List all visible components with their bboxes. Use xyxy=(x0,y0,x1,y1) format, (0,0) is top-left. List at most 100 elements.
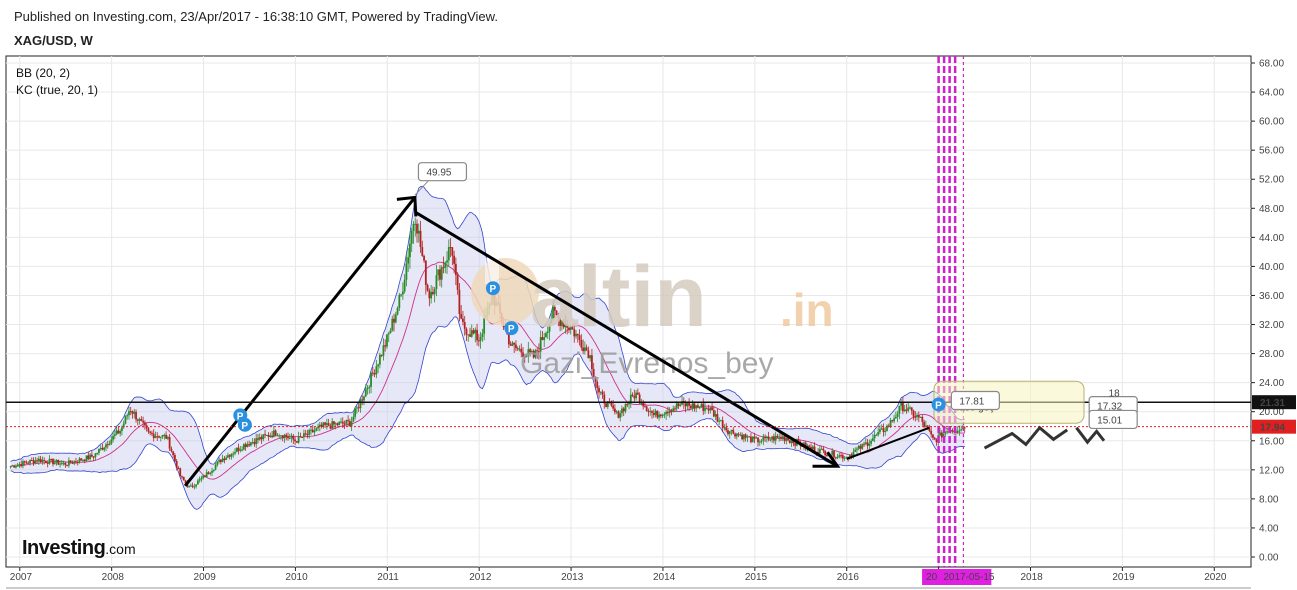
candle-body xyxy=(483,317,486,334)
candle-body xyxy=(866,442,869,446)
candle-body xyxy=(52,459,54,465)
candle-body xyxy=(896,413,899,417)
candle-body xyxy=(196,480,199,485)
candle-body xyxy=(386,334,388,347)
candle-body xyxy=(108,443,111,446)
candle-body xyxy=(707,408,710,411)
watermark: altin .in Gazi_Evrenos_bey xyxy=(471,249,834,380)
candle-body xyxy=(536,350,539,352)
candle-body xyxy=(649,411,652,413)
candle-body xyxy=(334,423,337,425)
candle-body xyxy=(248,444,251,446)
candle-body xyxy=(691,403,694,408)
candle-body xyxy=(769,439,772,441)
candle-body xyxy=(924,425,927,427)
candle-body xyxy=(98,449,100,453)
candle-body xyxy=(324,422,327,425)
candle-body xyxy=(281,435,284,439)
candle-body xyxy=(211,470,213,473)
candle-body xyxy=(522,352,524,357)
candle-body xyxy=(601,391,604,395)
indicator-kc[interactable]: KC (true, 20, 1) xyxy=(16,83,99,97)
candle-body xyxy=(746,436,749,438)
y-tick-label: 4.00 xyxy=(1259,523,1279,534)
candle-body xyxy=(735,433,738,437)
candle-body xyxy=(287,436,289,439)
candle-body xyxy=(315,428,318,431)
candle-body xyxy=(598,388,600,393)
candle-body xyxy=(143,422,146,426)
candle-body xyxy=(718,420,721,422)
candle-body xyxy=(750,436,752,443)
candle-body xyxy=(128,411,130,416)
candle-body xyxy=(179,468,182,477)
candle-body xyxy=(887,425,890,427)
candle-body xyxy=(568,327,570,331)
y-tick-label: 24.00 xyxy=(1259,378,1284,389)
candle-body xyxy=(311,429,314,433)
candle-body xyxy=(53,462,56,465)
y-tick-label: 60.00 xyxy=(1259,117,1284,128)
candle-body xyxy=(205,472,208,478)
candle-body xyxy=(306,434,309,436)
candle-body xyxy=(382,345,385,356)
candle-body xyxy=(583,347,586,352)
candle-body xyxy=(348,421,351,427)
candle-body xyxy=(431,292,434,295)
indicator-bb[interactable]: BB (20, 2) xyxy=(16,66,71,80)
candle-body xyxy=(470,330,473,337)
candle-body xyxy=(541,337,544,340)
candle-body xyxy=(209,472,212,474)
candle-body xyxy=(932,434,934,438)
candle-body xyxy=(191,485,194,487)
candle-body xyxy=(564,323,567,328)
candle-body xyxy=(585,347,588,351)
candle-body xyxy=(838,455,841,457)
candle-body xyxy=(958,430,961,432)
x-tick-label: 2016 xyxy=(837,572,860,583)
candle-body xyxy=(638,394,641,404)
candle-body xyxy=(963,427,966,429)
candle-body xyxy=(216,461,219,466)
candle-body xyxy=(739,434,742,436)
candle-body xyxy=(933,437,936,440)
candle-body xyxy=(767,436,770,440)
candle-body xyxy=(262,434,265,440)
candle-body xyxy=(916,414,918,417)
candle-body xyxy=(133,411,136,414)
candle-body xyxy=(96,452,99,454)
candle-body xyxy=(347,420,349,422)
candle-body xyxy=(644,406,646,408)
candle-body xyxy=(25,462,28,464)
y-tick-label: 12.00 xyxy=(1259,465,1284,476)
candle-body xyxy=(826,455,828,457)
candle-body xyxy=(439,269,441,280)
candle-body xyxy=(886,425,888,431)
candle-body xyxy=(605,403,607,407)
candle-body xyxy=(99,447,102,450)
candle-body xyxy=(364,389,367,397)
p-marker xyxy=(504,321,519,336)
candle-body xyxy=(476,329,478,341)
candle-body xyxy=(856,448,858,450)
candle-body xyxy=(110,439,113,444)
candle-body xyxy=(151,432,153,434)
candle-body xyxy=(753,436,756,439)
candle-body xyxy=(930,431,933,435)
candle-body xyxy=(527,349,530,356)
callout-label: 17.32 xyxy=(1097,402,1122,413)
candle-body xyxy=(456,275,459,290)
candle-body xyxy=(82,459,84,461)
candle-body xyxy=(817,452,819,454)
candle-body xyxy=(606,401,609,407)
candle-body xyxy=(41,459,44,463)
candle-body xyxy=(868,443,871,446)
candle-body xyxy=(863,443,865,445)
candle-body xyxy=(292,436,295,440)
candle-body xyxy=(651,411,653,413)
candle-body xyxy=(327,423,330,426)
candle-body xyxy=(751,436,754,443)
candle-body xyxy=(854,449,857,452)
